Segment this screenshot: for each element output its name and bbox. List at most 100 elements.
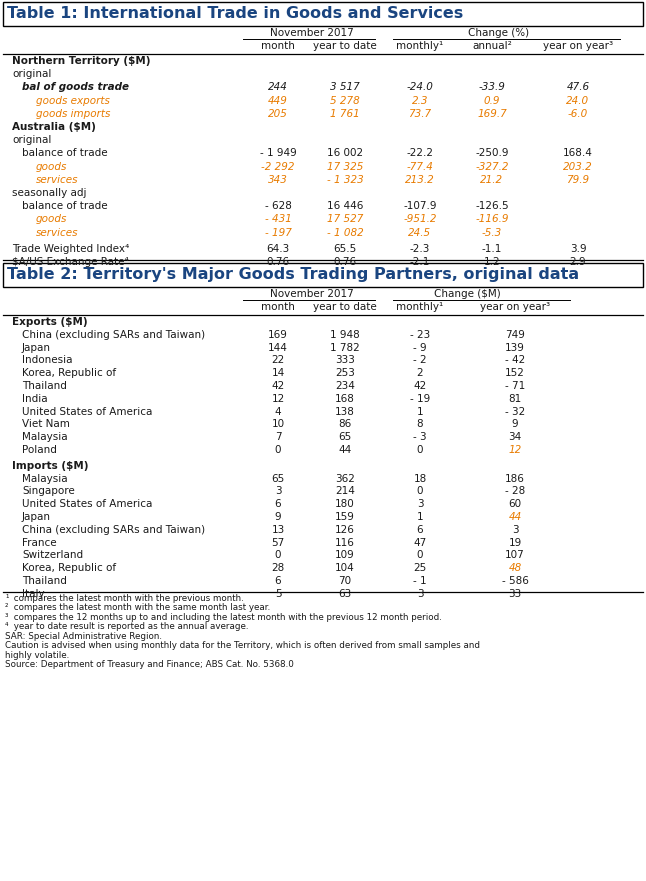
- Text: Table 2: Territory's Major Goods Trading Partners, original data: Table 2: Territory's Major Goods Trading…: [7, 267, 579, 282]
- Text: 214: 214: [335, 486, 355, 496]
- Text: Japan: Japan: [22, 343, 51, 352]
- Text: 47.6: 47.6: [567, 83, 590, 93]
- Text: 24.5: 24.5: [408, 227, 432, 238]
- Text: 0: 0: [275, 445, 281, 455]
- Text: 138: 138: [335, 407, 355, 417]
- Text: 12: 12: [508, 445, 521, 455]
- Text: 42: 42: [413, 381, 426, 391]
- Text: November 2017: November 2017: [269, 28, 353, 38]
- Text: 169: 169: [268, 329, 288, 340]
- Text: 17 325: 17 325: [327, 161, 363, 172]
- Text: 186: 186: [505, 474, 525, 484]
- Text: 28: 28: [271, 563, 285, 574]
- Text: 2.3: 2.3: [412, 96, 428, 106]
- Text: 104: 104: [335, 563, 355, 574]
- Text: 3 517: 3 517: [330, 83, 360, 93]
- Text: - 28: - 28: [505, 486, 525, 496]
- Text: -5.3: -5.3: [482, 227, 502, 238]
- Text: -33.9: -33.9: [479, 83, 505, 93]
- Text: November 2017: November 2017: [269, 289, 353, 299]
- Text: 0: 0: [275, 551, 281, 560]
- Text: 25: 25: [413, 563, 426, 574]
- Text: 116: 116: [335, 537, 355, 548]
- Text: 3: 3: [417, 589, 423, 599]
- Text: ²: ²: [5, 603, 8, 612]
- Text: 126: 126: [335, 525, 355, 535]
- Text: 73.7: 73.7: [408, 108, 432, 119]
- Text: 10: 10: [271, 419, 284, 429]
- Text: year to date: year to date: [313, 41, 377, 51]
- Text: 17 527: 17 527: [327, 214, 363, 225]
- Text: Poland: Poland: [22, 445, 57, 455]
- Text: 7: 7: [275, 433, 281, 442]
- Text: 0: 0: [417, 486, 423, 496]
- Bar: [3, 263, 643, 287]
- Text: - 431: - 431: [265, 214, 291, 225]
- Text: month: month: [261, 41, 295, 51]
- Text: -951.2: -951.2: [403, 214, 437, 225]
- Text: 1 948: 1 948: [330, 329, 360, 340]
- Text: 3: 3: [417, 500, 423, 509]
- Text: 48: 48: [508, 563, 521, 574]
- Text: 70: 70: [339, 576, 351, 586]
- Text: -327.2: -327.2: [475, 161, 509, 172]
- Text: Japan: Japan: [22, 512, 51, 522]
- Text: 57: 57: [271, 537, 285, 548]
- Text: - 586: - 586: [501, 576, 528, 586]
- Text: 3.9: 3.9: [570, 244, 587, 254]
- Text: seasonally adj: seasonally adj: [12, 188, 87, 198]
- Text: 5 278: 5 278: [330, 96, 360, 106]
- Text: 1 761: 1 761: [330, 108, 360, 119]
- Text: monthly¹: monthly¹: [397, 302, 444, 312]
- Text: ³: ³: [5, 613, 8, 622]
- Text: Indonesia: Indonesia: [22, 355, 72, 366]
- Text: annual²: annual²: [472, 41, 512, 51]
- Text: - 1: - 1: [413, 576, 427, 586]
- Text: 205: 205: [268, 108, 288, 119]
- Text: 6: 6: [275, 576, 281, 586]
- Text: 203.2: 203.2: [563, 161, 593, 172]
- Text: goods: goods: [36, 161, 67, 172]
- Text: -250.9: -250.9: [475, 148, 509, 159]
- Text: balance of trade: balance of trade: [22, 201, 108, 211]
- Text: 139: 139: [505, 343, 525, 352]
- Text: goods imports: goods imports: [36, 108, 110, 119]
- Text: 343: 343: [268, 174, 288, 185]
- Text: Malaysia: Malaysia: [22, 474, 68, 484]
- Text: - 2: - 2: [413, 355, 427, 366]
- Text: - 628: - 628: [265, 201, 291, 211]
- Text: Australia ($M): Australia ($M): [12, 122, 96, 132]
- Text: 6: 6: [417, 525, 423, 535]
- Text: 81: 81: [508, 394, 521, 403]
- Text: 65: 65: [339, 433, 351, 442]
- Text: - 42: - 42: [505, 355, 525, 366]
- Text: 1: 1: [417, 407, 423, 417]
- Text: United States of America: United States of America: [22, 407, 152, 417]
- Text: 12: 12: [271, 394, 285, 403]
- Text: -22.2: -22.2: [406, 148, 433, 159]
- Text: 47: 47: [413, 537, 426, 548]
- Bar: [3, 2, 643, 26]
- Text: Trade Weighted Index⁴: Trade Weighted Index⁴: [12, 244, 129, 254]
- Text: 449: 449: [268, 96, 288, 106]
- Text: 3: 3: [512, 525, 518, 535]
- Text: 9: 9: [512, 419, 518, 429]
- Text: -2 292: -2 292: [261, 161, 295, 172]
- Text: 22: 22: [271, 355, 285, 366]
- Text: 18: 18: [413, 474, 426, 484]
- Text: Exports ($M): Exports ($M): [12, 317, 88, 327]
- Text: 44: 44: [508, 512, 521, 522]
- Text: 169.7: 169.7: [477, 108, 507, 119]
- Text: Thailand: Thailand: [22, 576, 67, 586]
- Text: compares the latest month with the same month last year.: compares the latest month with the same …: [11, 603, 270, 612]
- Text: Change ($M): Change ($M): [434, 289, 501, 299]
- Text: Imports ($M): Imports ($M): [12, 461, 89, 470]
- Text: 333: 333: [335, 355, 355, 366]
- Text: Korea, Republic of: Korea, Republic of: [22, 368, 116, 378]
- Text: Korea, Republic of: Korea, Republic of: [22, 563, 116, 574]
- Text: China (excluding SARs and Taiwan): China (excluding SARs and Taiwan): [22, 525, 205, 535]
- Text: year on year³: year on year³: [480, 302, 550, 312]
- Text: -2.3: -2.3: [410, 244, 430, 254]
- Text: 1: 1: [417, 512, 423, 522]
- Text: -2.1: -2.1: [410, 257, 430, 267]
